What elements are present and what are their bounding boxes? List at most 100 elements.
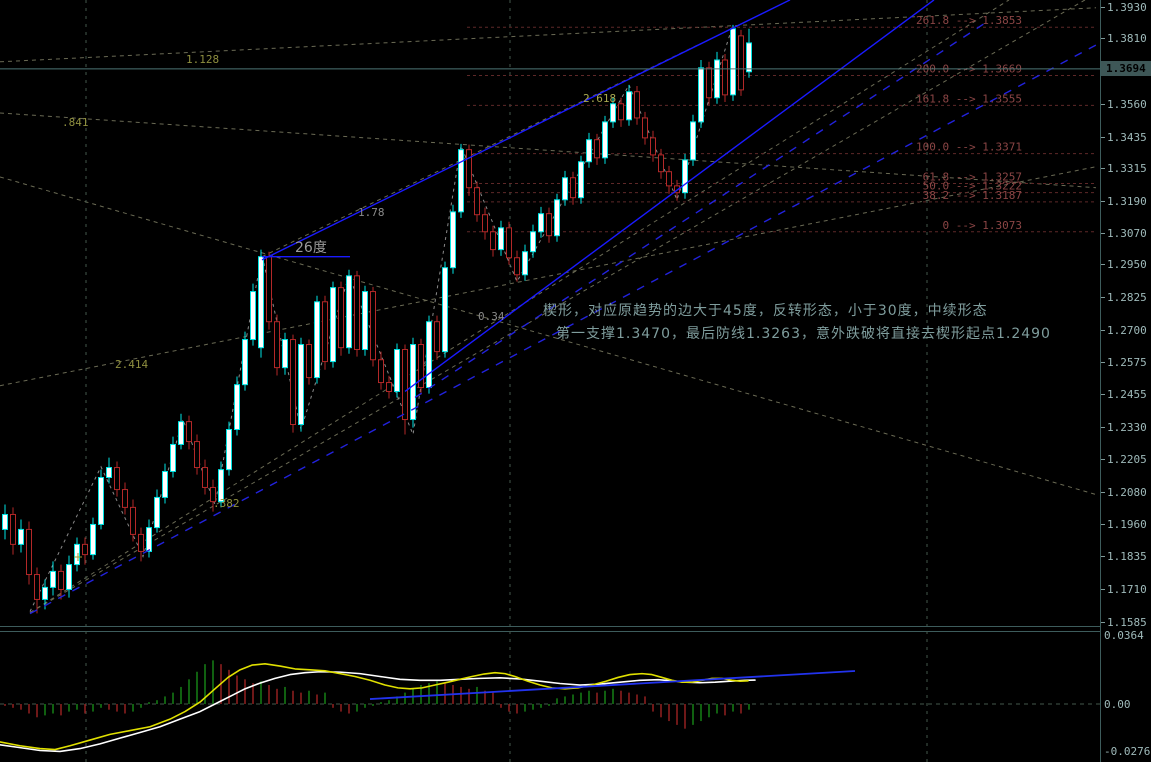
candle-bull <box>178 421 184 445</box>
price-axis-label: 1.1585 <box>1107 616 1147 629</box>
indicator-line-white <box>0 670 756 753</box>
candle-bull <box>66 564 72 590</box>
candle-bear <box>290 339 296 426</box>
fan-0.34-line[interactable] <box>0 176 1097 496</box>
indicator-panel[interactable] <box>0 631 1100 762</box>
price-axis-label: 1.1960 <box>1107 517 1147 531</box>
candle-bear <box>138 533 144 552</box>
candle-bear <box>474 187 480 216</box>
ratio-label: .841 <box>62 116 89 129</box>
indicator-line-yellow <box>0 662 749 751</box>
axis-tick <box>1101 201 1105 203</box>
axis-tick <box>1101 232 1105 234</box>
price-axis-label: 1.3190 <box>1107 195 1147 209</box>
axis-tick <box>1101 7 1105 8</box>
axis-tick <box>1101 589 1105 591</box>
fan-2.414-line[interactable] <box>0 166 1097 387</box>
axis-tick <box>1101 168 1105 170</box>
price-axis-label: 1.2700 <box>1107 323 1147 337</box>
price-axis-label: 1.3930 <box>1107 1 1147 14</box>
candle-bear <box>82 543 88 556</box>
trendline-channel-parallel[interactable] <box>414 19 991 399</box>
price-axis-label: 1.2950 <box>1107 258 1147 271</box>
candle-bear <box>634 91 640 119</box>
indicator-trendline[interactable] <box>369 670 856 700</box>
price-axis-label: 1.2455 <box>1107 387 1147 401</box>
candle-bull <box>162 470 168 498</box>
candle-bull <box>602 121 608 159</box>
candle-bull <box>554 199 560 237</box>
price-axis-label: 1.1835 <box>1107 550 1147 564</box>
candle-bull <box>522 251 528 276</box>
axis-tick <box>1101 296 1105 298</box>
candle-bear <box>194 441 200 469</box>
candle-bull <box>426 321 432 389</box>
panel-separator <box>0 626 1100 632</box>
candle-bear <box>434 321 440 353</box>
candle-bull <box>50 570 56 588</box>
candle-bull <box>730 28 736 96</box>
candle-bull <box>410 344 416 421</box>
candle-bear <box>202 467 208 488</box>
fan-0.841-line[interactable] <box>0 112 1097 189</box>
candle-bull <box>242 339 248 386</box>
candle-bull <box>530 231 536 253</box>
candle-bear <box>58 570 64 590</box>
candle-bull <box>394 349 400 392</box>
price-axis-label: 1.3435 <box>1107 130 1147 144</box>
candle-bull <box>282 339 288 369</box>
axis-tick <box>1101 556 1105 558</box>
candle-bear <box>650 137 656 156</box>
candle-bull <box>578 161 584 199</box>
ratio-label: .382 <box>213 497 240 510</box>
candle-bear <box>738 35 744 91</box>
axis-tick <box>1101 426 1105 428</box>
price-axis-label: 1.3560 <box>1107 98 1147 112</box>
candle-bull <box>442 267 448 353</box>
indicator-axis-label: 0.0364 <box>1104 629 1144 642</box>
price-axis-label: 1.1710 <box>1107 583 1147 597</box>
axis-tick <box>1101 38 1105 40</box>
axis-tick <box>1101 492 1105 494</box>
candle-bear <box>130 506 136 535</box>
candle-bull <box>42 586 48 600</box>
fan-1.128-line[interactable] <box>0 7 1097 63</box>
trendline-wedge-support[interactable] <box>404 0 935 393</box>
candle-bear <box>402 349 408 421</box>
fan-1.78-line[interactable] <box>261 43 701 258</box>
annotation-line1: 楔形，对应原趋势的边大于45度，反转形态，小于30度，中续形态 <box>543 303 988 319</box>
candle-bear <box>506 227 512 259</box>
candle-bull <box>2 513 8 530</box>
indicator-axis-label: 0.00 <box>1104 698 1131 711</box>
candle-bear <box>490 231 496 251</box>
trendline-wedge-upper[interactable] <box>261 0 791 261</box>
candle-bear <box>306 344 312 379</box>
candle-bear <box>570 177 576 199</box>
price-axis[interactable]: 1.3694 1.3930 1.3810 1.3560 1.3435 1.3315 1.3… <box>1100 0 1151 762</box>
ratio-label: 2.414 <box>115 358 148 371</box>
candle-bear <box>674 185 680 194</box>
fib-expansion-label: 100.0 --> 1.3371 <box>916 141 1022 154</box>
fib-expansion-label: 0 --> 1.3073 <box>943 219 1022 232</box>
candle-bull <box>98 476 104 525</box>
annotation-line2: 第一支撑1.3470，最后防线1.3263，意外跌破将直接去楔形起点1.2490 <box>556 326 1051 342</box>
main-chart-panel[interactable]: 261.8 --> 1.3853 200.0 --> 1.3669 161.8 --… <box>0 0 1100 627</box>
candle-bear <box>122 489 128 508</box>
current-price-tag: 1.3694 <box>1101 60 1151 76</box>
fan-0.382-line[interactable] <box>29 0 1086 613</box>
fib-expansion-label: 61.8 --> 1.3257 <box>923 171 1022 184</box>
candle-bull <box>714 59 720 99</box>
angle-26-label: 26度 <box>295 240 327 256</box>
candle-bear <box>34 574 40 600</box>
candle-bull <box>234 384 240 431</box>
candle-bear <box>210 486 216 503</box>
price-axis-label: 1.2205 <box>1107 453 1147 467</box>
price-axis-label: 1.2575 <box>1107 356 1147 370</box>
candle-bear <box>114 467 120 491</box>
candle-bull <box>90 523 96 556</box>
candle-bear <box>658 154 664 173</box>
price-axis-label: 1.2080 <box>1107 486 1147 500</box>
fib-expansion-label: 161.8 --> 1.3555 <box>916 92 1022 105</box>
